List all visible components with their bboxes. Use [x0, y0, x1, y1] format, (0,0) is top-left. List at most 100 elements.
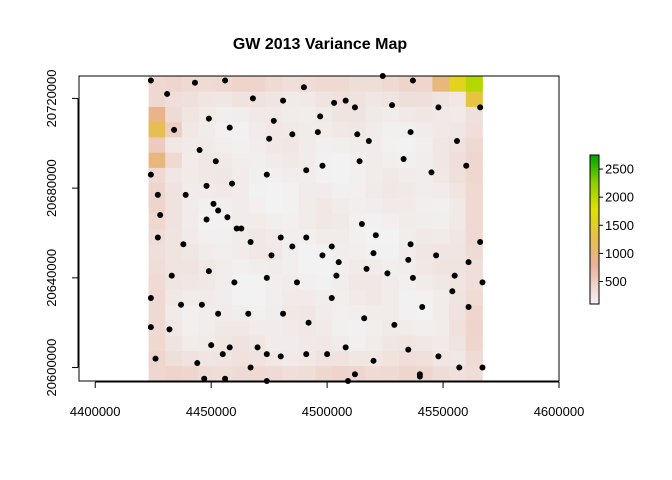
heatmap-cell	[232, 365, 250, 382]
colorbar-swatch	[590, 217, 599, 221]
heatmap-cell	[332, 365, 350, 382]
sample-point	[280, 310, 287, 317]
heatmap-cell	[382, 289, 400, 306]
colorbar-tick-label: 1000	[605, 246, 634, 261]
heatmap-cell	[432, 91, 450, 107]
colorbar-swatch	[590, 284, 599, 288]
heatmap-cell	[332, 167, 350, 184]
y-tick-label: 20600000	[44, 339, 59, 397]
heatmap-cell	[449, 274, 467, 290]
sample-point	[314, 129, 321, 136]
sample-point	[391, 321, 398, 328]
colorbar-swatch	[590, 229, 599, 233]
heatmap-cell	[382, 182, 400, 199]
heatmap-grid	[148, 76, 483, 382]
colorbar-swatch	[590, 155, 599, 158]
heatmap-cell	[348, 289, 367, 306]
heatmap-cell	[449, 365, 467, 382]
sample-point	[477, 238, 484, 245]
heatmap-cell	[215, 243, 233, 260]
heatmap-cell	[348, 350, 367, 367]
heatmap-cell	[382, 121, 400, 138]
heatmap-cell	[232, 152, 250, 168]
colorbar-swatch	[590, 219, 599, 223]
heatmap-cell	[198, 304, 216, 321]
heatmap-cell	[332, 182, 350, 199]
heatmap-cell	[315, 137, 333, 153]
heatmap-cell	[298, 76, 316, 92]
heatmap-cell	[232, 289, 250, 306]
sample-point	[266, 135, 273, 142]
heatmap-cell	[282, 76, 300, 92]
heatmap-cell	[198, 152, 216, 168]
heatmap-cell	[315, 76, 333, 92]
heatmap-cell	[165, 243, 183, 260]
heatmap-cell	[415, 182, 433, 199]
heatmap-cell	[449, 91, 467, 107]
heatmap-cell	[248, 91, 266, 107]
heatmap-cell	[232, 228, 250, 245]
heatmap-cell	[449, 106, 467, 123]
heatmap-cell	[415, 259, 433, 275]
heatmap-cell	[215, 137, 233, 153]
sample-point	[465, 259, 472, 266]
heatmap-cell	[298, 106, 316, 123]
heatmap-cell	[465, 289, 483, 306]
heatmap-cell	[432, 198, 450, 214]
heatmap-cell	[298, 289, 316, 306]
heatmap-cell	[365, 121, 383, 138]
heatmap-cell	[399, 91, 417, 107]
heatmap-cell	[432, 76, 450, 92]
heatmap-cell	[348, 182, 367, 199]
colorbar-swatch	[590, 222, 599, 226]
sample-point	[363, 265, 370, 272]
sample-point	[277, 234, 284, 241]
heatmap-cell	[465, 182, 483, 199]
heatmap-cell	[215, 289, 233, 306]
heatmap-cell	[248, 274, 266, 290]
sample-point	[463, 162, 470, 169]
heatmap-cell	[399, 243, 417, 260]
heatmap-cell	[298, 259, 316, 275]
heatmap-cell	[165, 259, 183, 275]
heatmap-cell	[265, 91, 283, 107]
heatmap-cell	[365, 182, 383, 199]
heatmap-cell	[198, 91, 216, 107]
heatmap-cell	[282, 259, 300, 275]
heatmap-cell	[232, 274, 250, 290]
heatmap-cell	[399, 365, 417, 382]
sample-point	[449, 288, 456, 295]
heatmap-cell	[215, 350, 233, 367]
sample-point	[389, 102, 396, 109]
heatmap-cell	[449, 259, 467, 275]
sample-point	[210, 200, 217, 207]
sample-point	[328, 243, 335, 250]
heatmap-cell	[449, 137, 467, 153]
heatmap-cell	[232, 106, 250, 123]
colorbar-swatch	[590, 157, 599, 161]
heatmap-cell	[399, 304, 417, 321]
sample-point	[400, 155, 407, 162]
sample-point	[178, 301, 185, 308]
sample-point	[147, 324, 154, 331]
heatmap-cell	[165, 304, 183, 321]
heatmap-cell	[332, 304, 350, 321]
heatmap-cell	[248, 243, 266, 260]
heatmap-cell	[449, 182, 467, 199]
heatmap-cell	[432, 259, 450, 275]
sample-point	[324, 351, 331, 358]
colorbar-tick-label: 2000	[605, 190, 634, 205]
heatmap-cell	[449, 213, 467, 229]
heatmap-cell	[198, 243, 216, 260]
heatmap-cell	[399, 289, 417, 306]
heatmap-cell	[348, 167, 367, 184]
heatmap-cell	[148, 274, 166, 290]
heatmap-cell	[365, 106, 383, 123]
heatmap-cell	[382, 76, 400, 92]
heatmap-cell	[148, 121, 166, 138]
colorbar-swatch	[590, 209, 599, 213]
heatmap-cell	[232, 198, 250, 214]
heatmap-cell	[465, 152, 483, 168]
sample-point	[222, 375, 229, 382]
heatmap-cell	[432, 167, 450, 184]
